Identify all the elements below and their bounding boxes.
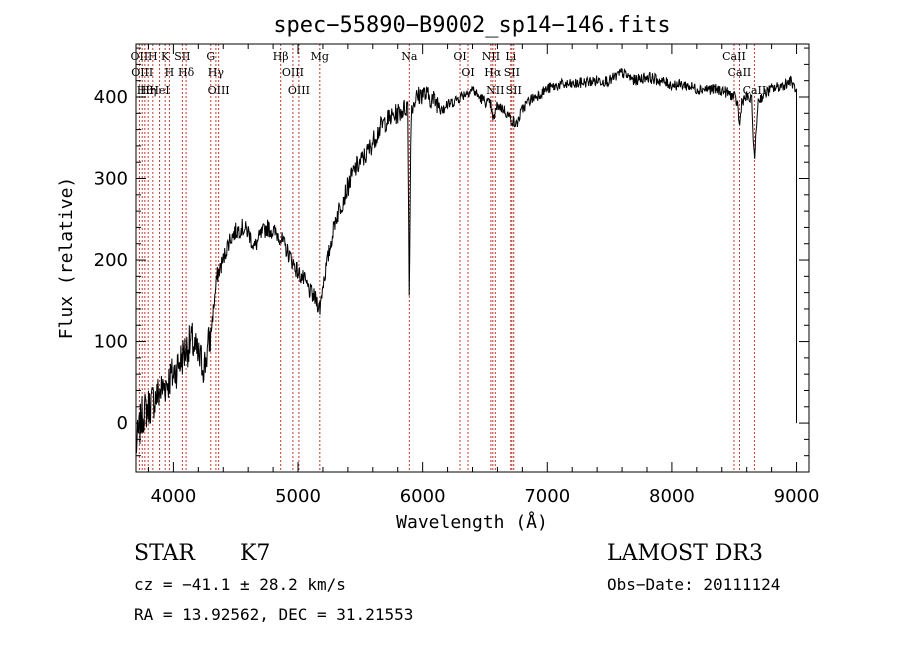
line-marker-label: SII <box>506 84 522 97</box>
line-marker-label: H <box>148 50 158 63</box>
line-marker-label: Hδ <box>178 66 195 79</box>
coordinates: RA = 13.92562, DEC = 31.21553 <box>134 605 413 624</box>
x-tick-label: 5000 <box>275 486 321 507</box>
line-marker-label: SII <box>174 50 190 63</box>
line-marker-label: Li <box>505 50 516 63</box>
line-marker-label: Hγ <box>208 66 225 79</box>
y-tick-label: 200 <box>94 250 128 271</box>
line-marker-label: OIII <box>282 66 304 79</box>
y-tick-label: 100 <box>94 332 128 353</box>
line-marker-label: OII <box>131 50 149 63</box>
object-subclass: K7 <box>240 541 270 566</box>
spectrum-line <box>135 68 797 454</box>
redshift-velocity: cz = −41.1 ± 28.2 km/s <box>134 575 346 594</box>
line-marker-label: OIII <box>208 84 230 97</box>
y-tick-label: 400 <box>94 87 128 108</box>
line-marker-label: Hθ <box>137 84 154 97</box>
line-marker-label: OI <box>461 66 474 79</box>
y-tick-label: 0 <box>117 413 128 434</box>
line-marker-label: OIII <box>131 66 153 79</box>
line-marker-label: CaII <box>722 50 746 63</box>
line-marker-label: NII <box>482 50 500 63</box>
line-marker-label: Hη <box>140 84 156 97</box>
object-class: STAR <box>134 541 196 566</box>
line-marker-label: HeI <box>149 84 169 97</box>
chart-title: spec−55890−B9002_sp14−146.fits <box>273 13 670 38</box>
x-tick-label: 9000 <box>774 486 820 507</box>
line-marker-label: H <box>165 66 175 79</box>
x-axis-label: Wavelength (Å) <box>396 511 548 533</box>
line-marker-label: SII <box>504 66 520 79</box>
line-marker-label: Hβ <box>273 50 289 63</box>
line-marker-label: NII <box>486 84 504 97</box>
survey-name: LAMOST DR3 <box>607 541 763 566</box>
x-tick-label: 8000 <box>649 486 695 507</box>
plot-frame <box>135 43 810 473</box>
line-marker-label: K <box>161 50 170 63</box>
x-tick-label: 7000 <box>524 486 570 507</box>
line-marker-label: OIII <box>288 84 310 97</box>
line-marker-label: G <box>206 50 215 63</box>
y-axis-label: Flux (relative) <box>56 177 77 340</box>
line-marker-label: CaII <box>728 66 752 79</box>
x-tick-label: 6000 <box>400 486 446 507</box>
line-marker-label: Na <box>401 50 418 63</box>
y-tick-label: 300 <box>94 169 128 190</box>
emission-line-markers <box>138 44 755 472</box>
line-marker-label: Hα <box>484 66 502 79</box>
line-marker-label: OI <box>453 50 466 63</box>
line-marker-label: Mg <box>311 50 329 63</box>
observation-date: Obs−Date: 20111124 <box>607 575 780 594</box>
axis-ticks: 4000 5000 6000 7000 8000 9000 0 100 200 300 400 <box>94 44 820 507</box>
x-tick-label: 4000 <box>150 486 196 507</box>
line-marker-label: CaII <box>743 84 767 97</box>
